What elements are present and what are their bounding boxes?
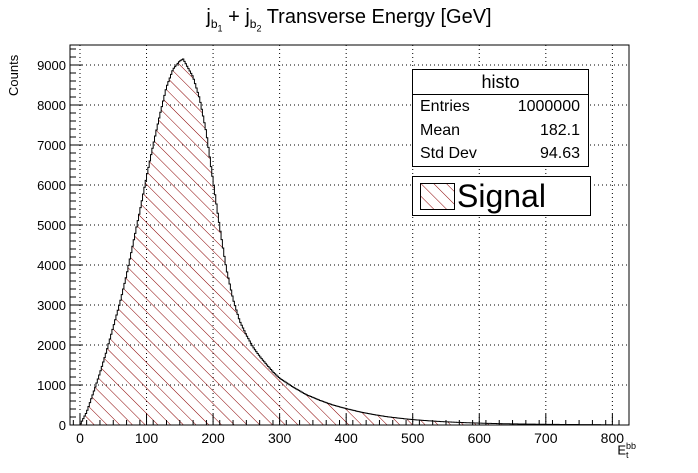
- y-tick-label: 7000: [37, 138, 66, 153]
- stats-label: Std Dev: [420, 145, 477, 162]
- title-plus-j2: + j: [228, 6, 250, 28]
- stats-title: histo: [413, 70, 588, 95]
- y-tick-label: 5000: [37, 218, 66, 233]
- x-tick-label: 200: [201, 430, 225, 446]
- legend: Signal: [412, 176, 591, 216]
- title-j1: j: [206, 6, 211, 28]
- histogram-outline: [79, 58, 613, 426]
- x-tick-label: 500: [401, 430, 425, 446]
- y-tick-label: 6000: [37, 178, 66, 193]
- stats-label: Entries: [420, 98, 470, 115]
- title-sub-b1: b: [210, 17, 218, 31]
- x-label-base: E: [617, 442, 626, 458]
- stats-value: 94.63: [539, 145, 580, 162]
- axis-ticks: [70, 48, 620, 426]
- y-tick-label: 0: [59, 418, 66, 433]
- stats-label: Mean: [420, 121, 461, 139]
- title-subsub-1: 1: [217, 23, 223, 34]
- y-tick-label: 1000: [37, 378, 66, 393]
- stats-row: Mean 182.1: [413, 119, 588, 143]
- stats-value: 1000000: [517, 98, 580, 115]
- y-axis-label: Counts: [6, 54, 21, 96]
- y-tick-label: 8000: [37, 98, 66, 113]
- x-label-sup: bb: [625, 441, 636, 451]
- y-tick-label: 2000: [37, 338, 66, 353]
- x-tick-label: 800: [601, 430, 625, 446]
- y-tick-label: 9000: [37, 58, 66, 73]
- legend-label: Signal: [457, 178, 546, 214]
- y-tick-label: 3000: [37, 298, 66, 313]
- x-tick-label: 0: [76, 430, 84, 446]
- y-tick-label: 4000: [37, 258, 66, 273]
- title-text: Transverse Energy [GeV]: [266, 6, 492, 28]
- x-tick-label: 400: [334, 430, 358, 446]
- tick-labels: 0 100 200 300 400 500 600 700 800010002000300040…: [37, 58, 624, 446]
- x-label-sub: t: [625, 450, 629, 460]
- legend-swatch: [420, 183, 455, 210]
- stats-row: Entries 1000000: [413, 95, 588, 119]
- plot-frame: [69, 44, 630, 426]
- x-tick-label: 700: [534, 430, 558, 446]
- histogram-fill: [79, 59, 613, 425]
- stats-value: 182.1: [539, 121, 580, 139]
- x-tick-label: 300: [268, 430, 292, 446]
- title-sub-b2: b: [249, 17, 257, 31]
- x-tick-label: 100: [135, 430, 159, 446]
- title-subsub-2: 2: [256, 23, 262, 34]
- chart-title: jb1 + jb2 Transverse Energy [GeV]: [0, 6, 698, 33]
- stats-row: Std Dev 94.63: [413, 142, 588, 166]
- stats-box: histo Entries 1000000 Mean 182.1 Std Dev…: [412, 69, 589, 167]
- x-tick-label: 600: [468, 430, 492, 446]
